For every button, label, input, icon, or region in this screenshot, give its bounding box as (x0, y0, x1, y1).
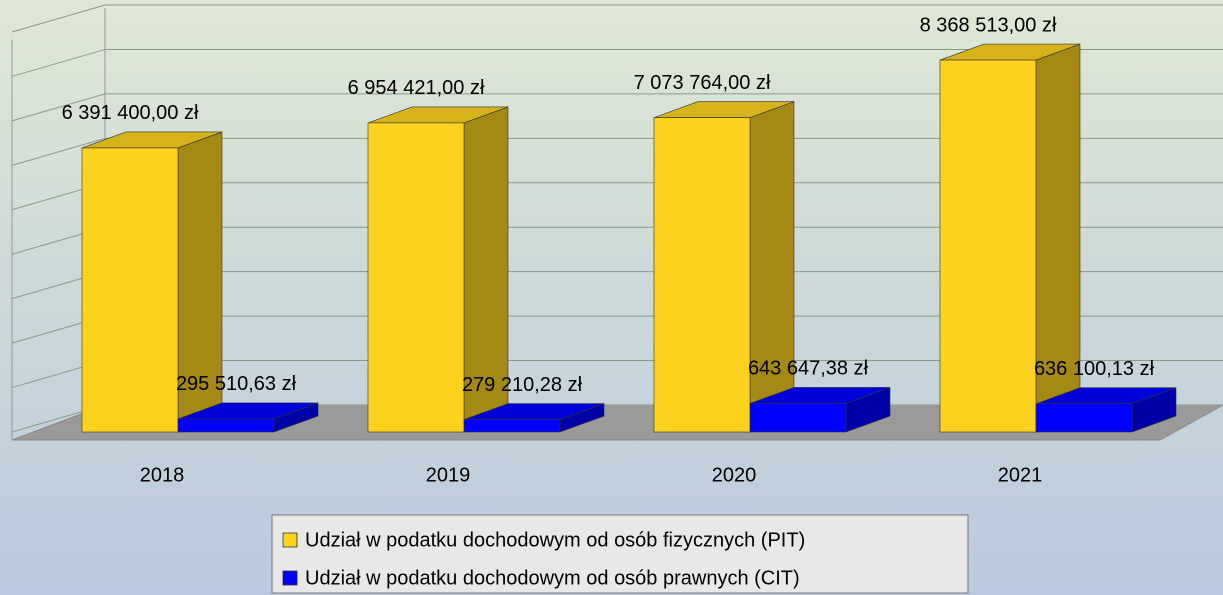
data-label: 643 647,38 zł (748, 358, 869, 380)
legend-label: Udział w podatku dochodowym od osób praw… (305, 567, 800, 589)
data-label: 6 391 400,00 zł (62, 102, 199, 124)
bar (177, 418, 275, 433)
bar-side (749, 101, 795, 433)
grid-line (11, 4, 1223, 33)
x-tick-label: 2018 (140, 464, 185, 486)
bar (1035, 403, 1133, 433)
legend-swatch (282, 532, 298, 548)
data-label: 6 954 421,00 zł (348, 77, 485, 99)
legend-swatch (282, 570, 298, 586)
data-label: 295 510,63 zł (176, 373, 297, 395)
legend-label: Udział w podatku dochodowym od osób fizy… (305, 529, 805, 551)
data-label: 279 210,28 zł (462, 374, 583, 396)
data-label: 636 100,13 zł (1034, 358, 1155, 380)
x-tick-label: 2021 (998, 464, 1043, 486)
grid-line (11, 93, 1223, 122)
bar (749, 403, 847, 433)
x-tick-label: 2020 (712, 464, 757, 486)
bar (939, 59, 1037, 433)
legend (271, 514, 969, 594)
bar (367, 122, 465, 433)
bar (463, 419, 561, 433)
x-tick-label: 2019 (426, 464, 471, 486)
bar (81, 147, 179, 433)
bar (653, 117, 751, 433)
grid-line (11, 137, 1223, 166)
data-label: 8 368 513,00 zł (920, 14, 1057, 36)
grid-line (11, 48, 1223, 77)
data-label: 7 073 764,00 zł (634, 72, 771, 94)
